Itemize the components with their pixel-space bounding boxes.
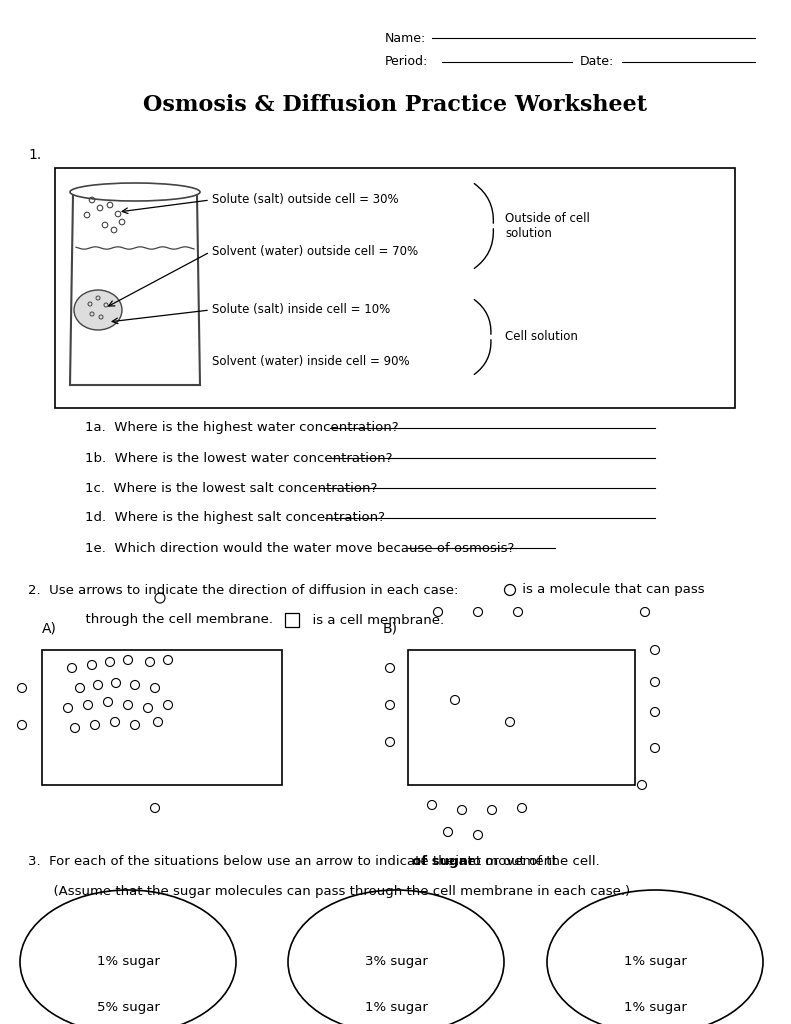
Text: 1% sugar: 1% sugar <box>623 955 687 969</box>
Text: 1.: 1. <box>28 148 41 162</box>
Bar <box>408 650 635 785</box>
Text: 3.  For each of the situations below use an arrow to indicate the net movement: 3. For each of the situations below use … <box>28 855 562 868</box>
Bar <box>285 613 299 627</box>
Text: 1% sugar: 1% sugar <box>365 1001 427 1015</box>
Text: 1d.  Where is the highest salt concentration?: 1d. Where is the highest salt concentrat… <box>85 512 385 524</box>
Bar <box>55 168 735 408</box>
Text: Solute (salt) inside cell = 10%: Solute (salt) inside cell = 10% <box>212 303 390 316</box>
Text: is a molecule that can pass: is a molecule that can pass <box>518 584 705 597</box>
Text: 1% sugar: 1% sugar <box>97 955 160 969</box>
Text: Solvent (water) inside cell = 90%: Solvent (water) inside cell = 90% <box>212 355 410 369</box>
Text: Cell solution: Cell solution <box>505 331 578 343</box>
Text: Date:: Date: <box>580 55 615 69</box>
Text: 2.  Use arrows to indicate the direction of diffusion in each case:: 2. Use arrows to indicate the direction … <box>28 584 458 597</box>
Text: Osmosis & Diffusion Practice Worksheet: Osmosis & Diffusion Practice Worksheet <box>143 94 647 116</box>
Text: 1b.  Where is the lowest water concentration?: 1b. Where is the lowest water concentrat… <box>85 452 392 465</box>
Text: 5% sugar: 5% sugar <box>97 1001 160 1015</box>
Text: Period:: Period: <box>385 55 428 69</box>
Text: Outside of cell
solution: Outside of cell solution <box>505 212 590 240</box>
Text: 1c.  Where is the lowest salt concentration?: 1c. Where is the lowest salt concentrati… <box>85 481 377 495</box>
Text: 1e.  Which direction would the water move because of osmosis?: 1e. Which direction would the water move… <box>85 542 514 555</box>
Text: Solute (salt) outside cell = 30%: Solute (salt) outside cell = 30% <box>212 194 399 207</box>
Text: into or out of the cell.: into or out of the cell. <box>451 855 600 868</box>
Text: Name:: Name: <box>385 32 426 44</box>
Text: A): A) <box>42 621 57 635</box>
Text: Solvent (water) outside cell = 70%: Solvent (water) outside cell = 70% <box>212 246 418 258</box>
Text: of sugar: of sugar <box>412 855 474 868</box>
Text: (Assume that the sugar molecules can pass through the cell membrane in each case: (Assume that the sugar molecules can pas… <box>28 886 630 898</box>
Text: 1a.  Where is the highest water concentration?: 1a. Where is the highest water concentra… <box>85 422 399 434</box>
Ellipse shape <box>74 290 122 330</box>
Text: B): B) <box>383 621 398 635</box>
Text: 3% sugar: 3% sugar <box>365 955 427 969</box>
Bar <box>42 650 282 785</box>
Text: through the cell membrane.: through the cell membrane. <box>60 613 273 627</box>
Text: 1% sugar: 1% sugar <box>623 1001 687 1015</box>
Text: is a cell membrane.: is a cell membrane. <box>304 613 444 627</box>
